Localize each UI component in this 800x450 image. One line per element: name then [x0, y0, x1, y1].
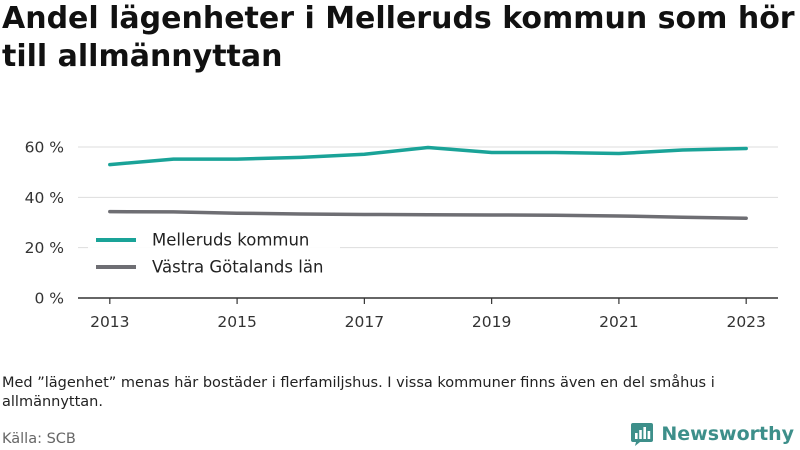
newsworthy-logo-icon — [631, 423, 654, 446]
x-tick-label: 2021 — [599, 313, 638, 331]
y-tick-label: 60 % — [25, 139, 64, 157]
brand-name: Newsworthy — [661, 423, 794, 445]
legend-label: Melleruds kommun — [152, 231, 309, 250]
chart-note: Med ”lägenhet” menas här bostäder i fler… — [2, 375, 715, 410]
x-tick-label: 2017 — [345, 313, 384, 331]
series-line-melleruds-kommun — [108, 145, 748, 167]
x-tick-label: 2023 — [726, 313, 765, 331]
y-tick-label: 0 % — [34, 290, 64, 308]
y-tick-label: 40 % — [25, 189, 64, 207]
y-axis-ticks: 0 % 20 % 40 % 60 % — [25, 139, 64, 308]
x-tick-label: 2019 — [472, 313, 511, 331]
legend: Melleruds kommun Västra Götalands län — [88, 226, 340, 282]
brand-logo: Newsworthy — [630, 420, 794, 448]
series-line-västra-götalands-län — [108, 209, 748, 220]
x-axis-ticks: 2013 2015 2017 2019 2021 2023 — [90, 298, 766, 331]
y-tick-label: 20 % — [25, 239, 64, 257]
legend-background — [88, 226, 340, 282]
x-tick-label: 2015 — [217, 313, 256, 331]
series-lines — [108, 145, 748, 220]
chart-title: Andel lägenheter i Melleruds kommun som … — [2, 1, 795, 74]
source-credit: Källa: SCB — [2, 431, 76, 447]
legend-label: Västra Götalands län — [152, 258, 323, 277]
x-tick-label: 2013 — [90, 313, 129, 331]
line-chart: 0 % 20 % 40 % 60 % 2013 2015 2017 2019 2021 2023… — [25, 139, 778, 331]
